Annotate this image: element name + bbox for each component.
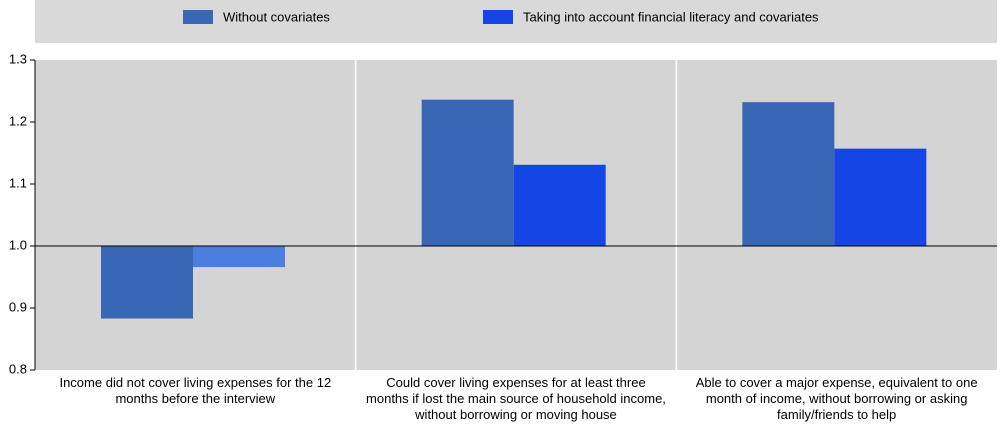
x-tick-label: Able to cover a major expense, equivalen…: [695, 375, 978, 422]
x-tick-label: Income did not cover living expenses for…: [59, 375, 332, 406]
legend-box: [35, 0, 997, 43]
legend-swatch: [183, 10, 213, 24]
y-tick-label: 1.1: [9, 175, 27, 190]
y-tick-label: 0.9: [9, 299, 27, 314]
y-tick-label: 0.8: [9, 361, 27, 376]
y-tick-label: 1.0: [9, 237, 27, 252]
legend-label: Taking into account financial literacy a…: [523, 9, 819, 24]
bar: [101, 246, 193, 319]
bar: [834, 148, 927, 246]
legend-label: Without covariates: [223, 9, 330, 24]
x-tick-label: Could cover living expenses for at least…: [366, 375, 666, 422]
bar: [742, 102, 835, 246]
bar: [193, 246, 285, 268]
y-tick-label: 1.2: [9, 113, 27, 128]
legend-swatch: [483, 10, 513, 24]
bar: [513, 164, 606, 246]
bar: [421, 99, 514, 247]
y-tick-label: 1.3: [9, 51, 27, 66]
